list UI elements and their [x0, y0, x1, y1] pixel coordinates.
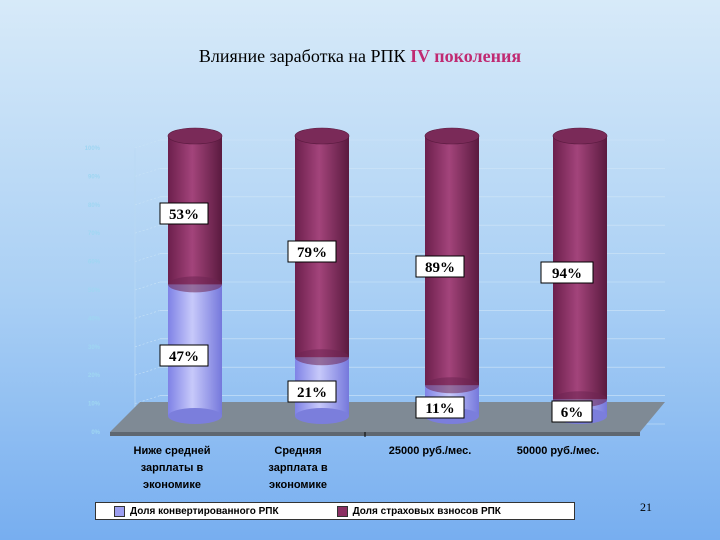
legend-label-converted: Доля конвертированного РПК [130, 505, 279, 517]
y-tick-label: 80% [88, 203, 101, 209]
y-tick-label: 40% [88, 316, 101, 322]
gridline-depth [134, 395, 161, 404]
data-label-insurance: 53% [169, 207, 199, 223]
gridline-depth [134, 224, 161, 234]
y-tick-label: 60% [88, 260, 101, 266]
legend-item-insurance: Доля страховых взносов РПК [336, 505, 501, 517]
gridline-depth [134, 310, 161, 319]
bar-divider [295, 349, 349, 366]
gridline-depth [134, 338, 161, 348]
x-tick-label: 25000 руб./мес. [389, 445, 472, 457]
legend-swatch-converted [114, 505, 125, 517]
gridline-depth [134, 196, 161, 206]
gridline-depth [134, 168, 161, 177]
y-tick-label: 50% [88, 288, 101, 294]
data-label-converted: 11% [425, 401, 454, 417]
slide-number: 21 [640, 500, 652, 514]
chart-floor-edge [110, 432, 640, 436]
data-label-box [540, 261, 594, 284]
y-tick-label: 30% [88, 345, 101, 351]
data-label-box [159, 202, 209, 225]
legend: Доля конвертированного РПК Доля страховы… [95, 502, 575, 520]
data-label-insurance: 89% [425, 260, 455, 276]
x-tick-label: 50000 руб./мес. [517, 445, 600, 457]
y-tick-label: 20% [88, 373, 101, 379]
x-tick-label: Средняя [274, 445, 321, 457]
y-tick-label: 100% [85, 146, 101, 152]
legend-item-converted: Доля конвертированного РПК [114, 505, 279, 517]
bar-insurance-top [424, 127, 480, 145]
x-tick-label: экономике [269, 479, 327, 491]
x-tick-label: Ниже средней [134, 445, 211, 457]
chart-floor [110, 402, 665, 432]
y-tick-label: 90% [88, 174, 101, 180]
data-label-box [415, 255, 465, 278]
bar-insurance-top [167, 127, 223, 145]
bar-insurance-top [294, 127, 350, 145]
bar-converted-base [168, 408, 222, 424]
bar-insurance-top [552, 127, 608, 145]
bar-converted-base [295, 408, 349, 424]
slide-title: Влияние заработка на РПК IV поколения [0, 46, 720, 67]
data-label-converted: 21% [297, 385, 327, 401]
title-accent: IV поколения [410, 46, 522, 66]
data-label-box [415, 396, 465, 419]
data-label-insurance: 94% [552, 266, 582, 282]
data-label-insurance: 79% [297, 245, 327, 261]
data-label-converted: 47% [169, 349, 199, 365]
y-tick-label: 10% [88, 402, 101, 408]
x-tick-label: экономике [143, 479, 201, 491]
x-tick-label: зарплаты в [141, 462, 204, 474]
gridline-depth [134, 253, 161, 262]
data-label-box [551, 400, 593, 423]
title-main: Влияние заработка на РПК [198, 46, 411, 66]
data-label-box [287, 240, 337, 263]
x-tick-label: зарплата в [268, 462, 327, 474]
bar-divider [168, 276, 222, 293]
legend-label-insurance: Доля страховых взносов РПК [352, 505, 501, 517]
data-label-box [159, 344, 209, 367]
gridline-depth [134, 139, 161, 149]
gridline-depth [134, 281, 161, 291]
data-label-converted: 6% [561, 405, 584, 421]
data-label-box [287, 380, 337, 403]
gridline-depth [134, 366, 161, 376]
legend-swatch-insurance [336, 505, 348, 517]
y-tick-label: 0% [91, 430, 100, 436]
y-tick-label: 70% [88, 231, 101, 237]
bar-divider [425, 377, 479, 394]
